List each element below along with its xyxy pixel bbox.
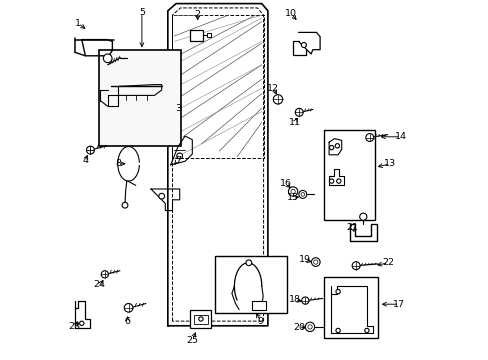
Circle shape xyxy=(86,146,94,154)
Circle shape xyxy=(177,153,182,159)
Circle shape xyxy=(290,189,295,194)
Circle shape xyxy=(80,321,84,325)
Text: 24: 24 xyxy=(94,280,105,289)
Text: 11: 11 xyxy=(288,118,300,127)
Bar xyxy=(99,50,181,146)
Text: 14: 14 xyxy=(394,132,407,141)
Circle shape xyxy=(359,213,366,220)
Circle shape xyxy=(329,145,333,150)
Text: 19: 19 xyxy=(298,256,310,264)
Circle shape xyxy=(298,190,306,198)
Circle shape xyxy=(199,317,203,321)
Text: 18: 18 xyxy=(288,295,300,304)
Circle shape xyxy=(336,179,340,183)
Circle shape xyxy=(301,297,308,304)
Circle shape xyxy=(273,95,282,104)
Circle shape xyxy=(301,42,306,48)
Circle shape xyxy=(288,187,297,196)
Bar xyxy=(251,301,265,310)
Circle shape xyxy=(124,303,133,312)
Bar xyxy=(323,130,374,220)
Circle shape xyxy=(103,54,112,63)
Circle shape xyxy=(335,328,340,333)
Text: 6: 6 xyxy=(124,317,130,325)
Text: 1: 1 xyxy=(75,19,81,28)
Text: 13: 13 xyxy=(384,159,396,168)
Circle shape xyxy=(335,144,339,148)
Text: 20: 20 xyxy=(292,323,304,332)
Circle shape xyxy=(311,258,320,266)
Bar xyxy=(206,33,211,37)
Circle shape xyxy=(159,193,164,199)
Circle shape xyxy=(245,260,251,266)
Bar xyxy=(190,310,211,328)
Text: 3: 3 xyxy=(175,104,181,112)
Circle shape xyxy=(313,260,317,264)
Bar xyxy=(194,315,207,324)
Circle shape xyxy=(335,289,340,294)
Text: 7: 7 xyxy=(175,156,181,165)
Circle shape xyxy=(305,322,314,332)
Text: 16: 16 xyxy=(279,179,291,188)
Text: 22: 22 xyxy=(382,258,394,267)
Text: 2: 2 xyxy=(194,10,200,19)
Bar xyxy=(190,30,203,41)
Text: 23: 23 xyxy=(68,323,81,331)
Circle shape xyxy=(351,262,359,270)
Text: 21: 21 xyxy=(346,223,358,232)
Circle shape xyxy=(365,134,373,141)
Circle shape xyxy=(295,108,303,116)
Bar xyxy=(215,256,286,313)
Bar xyxy=(323,277,378,338)
Text: 10: 10 xyxy=(285,9,297,18)
Circle shape xyxy=(329,179,333,183)
Text: 25: 25 xyxy=(186,336,198,345)
Text: 12: 12 xyxy=(267,84,279,93)
Text: 17: 17 xyxy=(392,300,405,309)
Text: 4: 4 xyxy=(82,156,88,165)
Circle shape xyxy=(307,325,311,329)
Text: 8: 8 xyxy=(115,159,121,168)
Circle shape xyxy=(364,328,368,333)
Circle shape xyxy=(122,202,127,208)
Text: 15: 15 xyxy=(286,194,299,202)
Circle shape xyxy=(301,193,304,196)
Circle shape xyxy=(101,271,108,278)
Text: 9: 9 xyxy=(257,317,263,325)
Text: 5: 5 xyxy=(139,8,144,17)
